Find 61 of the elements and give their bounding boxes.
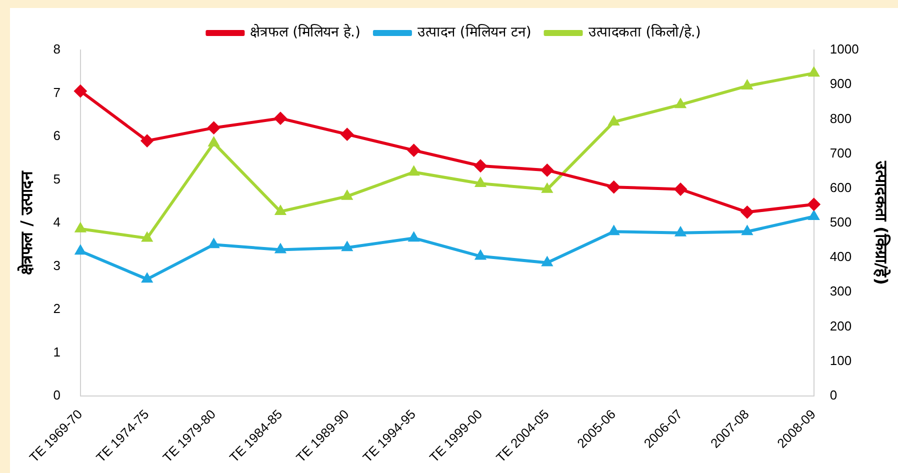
y2-tick-label: 200	[830, 318, 852, 334]
point	[808, 66, 820, 77]
y-tick-label: 2	[53, 301, 60, 316]
point	[541, 256, 553, 266]
point	[408, 232, 420, 242]
point	[207, 121, 220, 134]
point	[674, 182, 688, 196]
y-tick-label: 0	[53, 388, 60, 403]
point	[274, 112, 287, 125]
point	[474, 159, 487, 172]
y2-tick-label: 1000	[830, 42, 859, 57]
point	[407, 144, 420, 157]
point	[74, 244, 86, 255]
y2-tick-label: 600	[830, 180, 852, 195]
point	[141, 232, 153, 242]
point	[408, 166, 420, 176]
point	[608, 225, 620, 236]
legend-label: उत्पादकता (किलो/हे.)	[588, 24, 701, 41]
point	[474, 177, 486, 188]
y-tick-label: 4	[53, 214, 60, 230]
point	[140, 134, 154, 148]
point	[74, 222, 86, 232]
y-tick-label: 3	[53, 258, 60, 273]
point	[74, 84, 87, 98]
y2-tick-label: 300	[830, 284, 852, 299]
point	[208, 238, 220, 248]
legend-label: उत्पादन (मिलियन टन)	[417, 24, 532, 41]
y-tick-label: 7	[53, 84, 60, 100]
y-tick-label: 6	[53, 128, 60, 144]
y-axis-title: क्षेत्रफल / उत्पादन	[16, 170, 36, 275]
point	[742, 79, 753, 90]
point	[274, 243, 286, 254]
y2-tick-label: 700	[830, 145, 852, 160]
point	[742, 225, 753, 236]
point	[341, 241, 353, 252]
y2-tick-label: 0	[830, 388, 838, 403]
y2-tick-label: 400	[830, 249, 852, 264]
point	[808, 210, 820, 220]
y-tick-label: 1	[53, 344, 60, 360]
y-tick-label: 5	[53, 171, 60, 186]
y-tick-label: 8	[53, 42, 60, 57]
point	[740, 206, 754, 219]
point	[141, 272, 153, 283]
point	[540, 164, 554, 177]
point	[607, 180, 620, 194]
y2-tick-label: 500	[830, 214, 852, 230]
point	[674, 98, 686, 108]
y2-tick-label: 800	[830, 110, 852, 126]
legend-label: क्षेत्रफल (मिलियन हे.)	[250, 24, 360, 41]
point	[274, 205, 286, 216]
y2-axis-title: उत्पादकता (किग्रा/हे)	[872, 160, 892, 285]
point	[208, 136, 220, 147]
point	[807, 198, 820, 211]
point	[340, 128, 354, 141]
point	[474, 250, 486, 260]
y2-tick-label: 100	[830, 352, 852, 368]
point	[674, 226, 686, 236]
point	[608, 115, 620, 126]
y2-tick-label: 900	[830, 76, 852, 92]
point	[541, 182, 553, 193]
point	[341, 190, 353, 200]
